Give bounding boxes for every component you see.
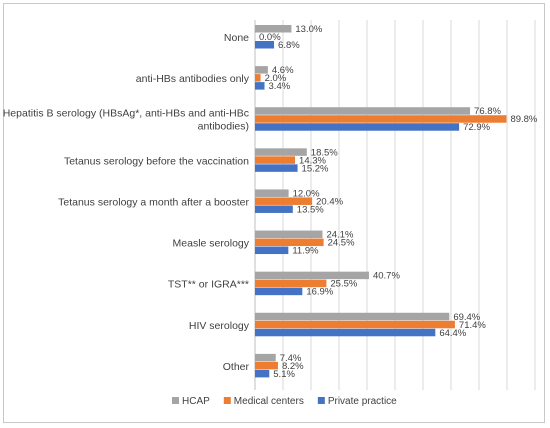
data-label: 24.5%: [328, 238, 355, 249]
legend-swatch: [317, 397, 325, 404]
bar-private-practice: [255, 82, 265, 90]
category-label: Measle serology: [173, 238, 250, 250]
data-label: 18.5%: [311, 147, 338, 158]
bar-hcap: [255, 107, 471, 115]
bar-hcap: [255, 353, 276, 362]
data-label: 14.3%: [299, 155, 326, 166]
bar-private-practice: [255, 123, 460, 131]
data-label: 20.4%: [316, 196, 343, 207]
category-label: anti-HBs antibodies only: [136, 73, 250, 85]
data-label: 24.1%: [326, 230, 353, 241]
bar-medical-centers: [255, 74, 261, 82]
bar-medical-centers: [255, 156, 296, 164]
data-label: 4.6%: [272, 65, 294, 76]
data-label: 69.4%: [453, 312, 480, 323]
data-label: 3.4%: [269, 81, 291, 92]
legend-swatch: [223, 397, 231, 404]
category-label: Hepatitis B serology (HBsAg*, anti-HBs a…: [3, 108, 249, 120]
data-label: 16.9%: [306, 287, 333, 298]
bar-medical-centers: [255, 115, 507, 123]
data-label: 13.5%: [297, 204, 324, 215]
category-label: Tetanus serology before the vaccination: [64, 155, 249, 167]
bar-private-practice: [255, 164, 298, 172]
bar-private-practice: [255, 41, 275, 49]
bar-medical-centers: [255, 361, 278, 370]
data-label: 89.8%: [510, 114, 537, 125]
data-label: 7.4%: [280, 353, 302, 364]
category-label: antibodies): [198, 121, 249, 133]
bar-private-practice: [255, 287, 303, 296]
data-label: 8.2%: [282, 361, 304, 372]
data-label: 2.0%: [265, 73, 287, 84]
data-label: 0.0%: [259, 32, 281, 43]
bar-hcap: [255, 189, 289, 197]
bar-medical-centers: [255, 279, 327, 288]
category-label: HIV serology: [189, 320, 250, 332]
category-label: TST** or IGRA***: [168, 279, 249, 291]
data-label: 12.0%: [293, 188, 320, 199]
bar-private-practice: [255, 246, 289, 255]
data-label: 6.8%: [278, 40, 300, 51]
data-label: 72.9%: [463, 122, 490, 133]
category-label: Tetanus serology a month after a booster: [58, 196, 249, 208]
data-label: 15.2%: [302, 163, 329, 174]
data-label: 40.7%: [373, 271, 400, 282]
legend-swatch: [172, 397, 179, 404]
bar-hcap: [255, 312, 450, 321]
bar-private-practice: [255, 328, 436, 337]
data-label: 25.5%: [330, 279, 357, 290]
legend-entry: Private practice: [328, 396, 397, 407]
data-label: 13.0%: [295, 24, 322, 35]
bar-private-practice: [255, 205, 293, 213]
bar-medical-centers: [255, 197, 313, 205]
category-label: Other: [223, 361, 250, 373]
bar-medical-centers: [255, 238, 324, 247]
bar-hcap: [255, 25, 292, 33]
legend-entry: HCAP: [182, 396, 210, 407]
legend-entry: Medical centers: [234, 396, 304, 407]
data-label: 64.4%: [439, 328, 466, 339]
data-label: 5.1%: [273, 369, 295, 380]
data-label: 76.8%: [474, 106, 501, 117]
bar-private-practice: [255, 369, 270, 378]
category-label: None: [224, 32, 249, 44]
bar-hcap: [255, 271, 369, 280]
bar-hcap: [255, 148, 307, 156]
bar-hcap: [255, 230, 323, 239]
data-label: 71.4%: [459, 320, 486, 331]
chart-frame: [3, 3, 545, 423]
data-label: 11.9%: [292, 246, 319, 257]
bar-medical-centers: [255, 320, 455, 329]
bar-hcap: [255, 66, 268, 74]
